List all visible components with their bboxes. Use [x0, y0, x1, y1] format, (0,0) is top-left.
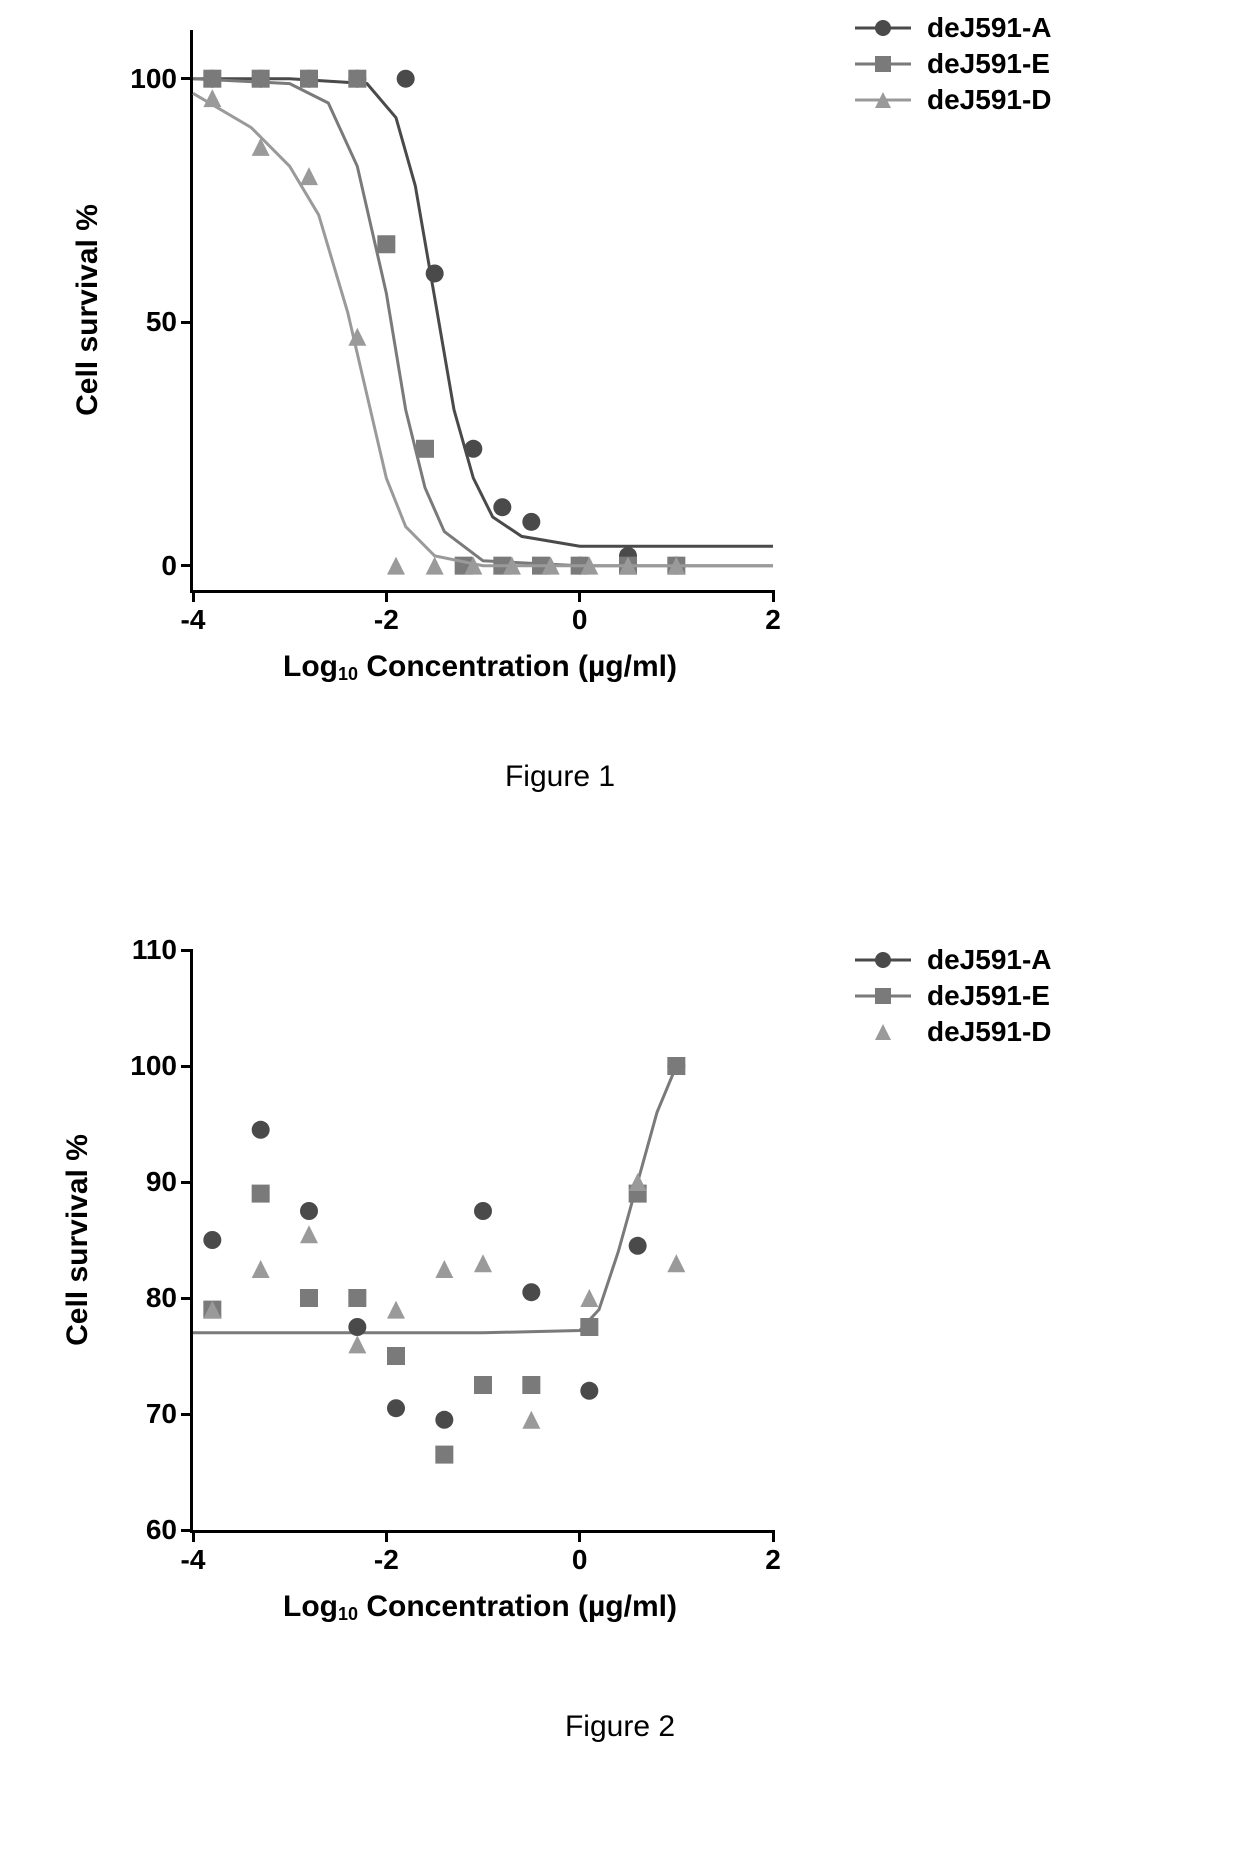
x-tick-label: 2: [765, 604, 781, 636]
y-tick-label: 50: [146, 306, 177, 338]
legend-label: deJ591-D: [927, 1016, 1052, 1048]
fig2-plot-area: -4-20260708090100110: [190, 950, 773, 1533]
fig1-y-axis-label: Cell survival %: [71, 204, 105, 416]
circle-icon: [855, 18, 911, 38]
x-tick: [192, 590, 195, 602]
y-tick: [181, 321, 193, 324]
y-tick-label: 100: [130, 1050, 177, 1082]
legend-item: deJ591-E: [855, 978, 1052, 1014]
y-tick-label: 100: [130, 63, 177, 95]
x-tick-label: -2: [374, 1544, 399, 1576]
square-icon: [855, 54, 911, 74]
fig2-x-axis-label: Log10 Concentration (µg/ml): [283, 1590, 677, 1624]
legend-label: deJ591-D: [927, 84, 1052, 116]
x-tick: [385, 590, 388, 602]
x-tick: [192, 1530, 195, 1542]
x-tick: [772, 1530, 775, 1542]
square-icon: [855, 986, 911, 1006]
figure-2: -4-20260708090100110 Cell survival % Log…: [0, 920, 1240, 1820]
x-tick: [385, 1530, 388, 1542]
x-tick-label: -4: [181, 1544, 206, 1576]
y-tick-label: 0: [161, 550, 177, 582]
x-tick: [772, 590, 775, 602]
legend-label: deJ591-E: [927, 980, 1050, 1012]
y-tick: [181, 1529, 193, 1532]
y-tick: [181, 564, 193, 567]
x-tick-label: 2: [765, 1544, 781, 1576]
legend-item: deJ591-A: [855, 10, 1052, 46]
y-tick-label: 60: [146, 1514, 177, 1546]
figure-1: -4-202050100 Cell survival % Log10 Conce…: [0, 0, 1240, 860]
legend-item: deJ591-D: [855, 1014, 1052, 1050]
legend-label: deJ591-E: [927, 48, 1050, 80]
fig2-svg: [193, 950, 773, 1530]
x-tick: [578, 590, 581, 602]
triangle-icon: [855, 90, 911, 110]
x-tick-label: 0: [572, 1544, 588, 1576]
y-tick-label: 70: [146, 1398, 177, 1430]
x-tick-label: -4: [181, 604, 206, 636]
circle-icon: [855, 950, 911, 970]
fig2-legend: deJ591-A deJ591-E deJ591-D: [855, 942, 1052, 1050]
fig1-plot-area: -4-202050100: [190, 30, 773, 593]
legend-item: deJ591-E: [855, 46, 1052, 82]
fig1-caption: Figure 1: [505, 760, 615, 794]
y-tick: [181, 1413, 193, 1416]
x-tick-label: 0: [572, 604, 588, 636]
legend-item: deJ591-D: [855, 82, 1052, 118]
y-tick: [181, 949, 193, 952]
fig1-svg: [193, 30, 773, 590]
legend-label: deJ591-A: [927, 944, 1052, 976]
x-tick-label: -2: [374, 604, 399, 636]
y-tick-label: 80: [146, 1282, 177, 1314]
fig2-y-axis-label: Cell survival %: [61, 1134, 95, 1346]
y-tick: [181, 77, 193, 80]
triangle-icon: [855, 1022, 911, 1042]
legend-item: deJ591-A: [855, 942, 1052, 978]
fig1-x-axis-label: Log10 Concentration (µg/ml): [283, 650, 677, 684]
y-tick-label: 90: [146, 1166, 177, 1198]
x-tick: [578, 1530, 581, 1542]
y-tick: [181, 1297, 193, 1300]
legend-label: deJ591-A: [927, 12, 1052, 44]
fig1-legend: deJ591-A deJ591-E deJ591-D: [855, 10, 1052, 118]
y-tick-label: 110: [132, 934, 177, 966]
y-tick: [181, 1181, 193, 1184]
fig2-caption: Figure 2: [565, 1710, 675, 1744]
y-tick: [181, 1065, 193, 1068]
